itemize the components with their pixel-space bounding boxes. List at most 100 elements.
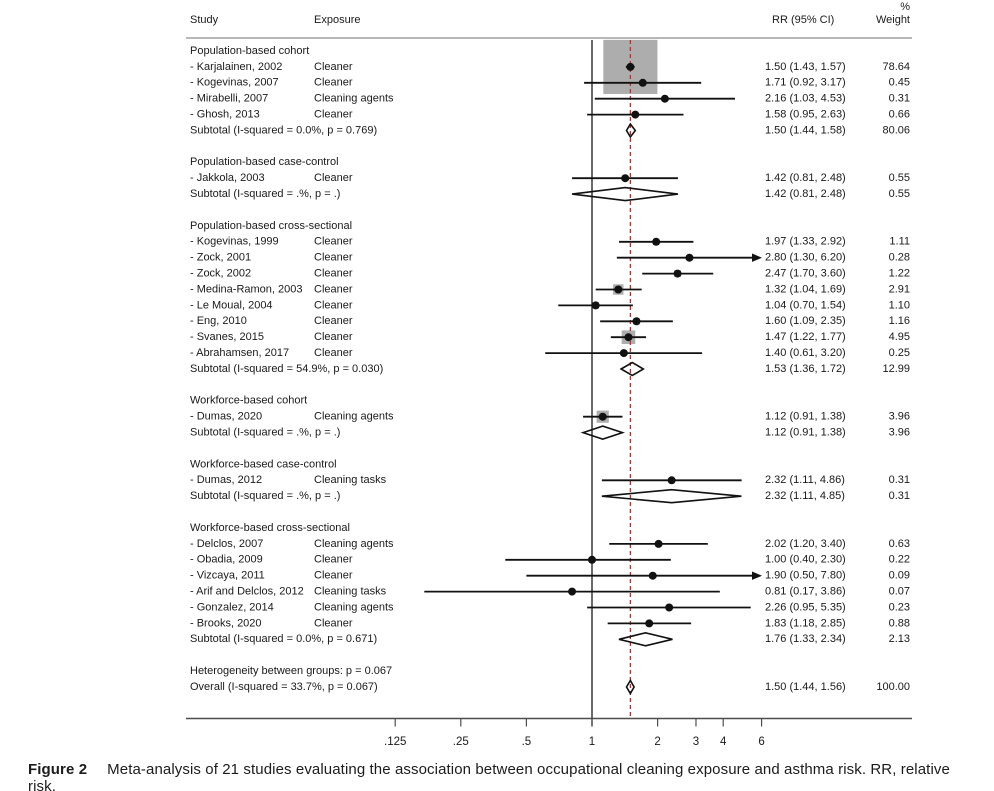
rr-ci-value: 1.97 (1.33, 2.92) — [765, 236, 846, 248]
study-label: - Karjalainen, 2002 — [190, 61, 282, 73]
point-estimate — [673, 269, 682, 278]
group-label: Population-based cohort — [190, 45, 309, 57]
weight-value: 1.16 — [889, 315, 910, 327]
rr-ci-value: 1.12 (0.91, 1.38) — [765, 411, 846, 423]
point-estimate — [685, 253, 694, 262]
group-label: Workforce-based cohort — [190, 395, 307, 407]
rr-ci-value: 1.58 (0.95, 2.63) — [765, 109, 846, 121]
column-header-weight: Weight — [876, 14, 910, 26]
group-label: Workforce-based case-control — [190, 458, 337, 470]
study-label: - Dumas, 2012 — [190, 474, 262, 486]
subtotal-label: Subtotal (I-squared = .%, p = .) — [190, 427, 340, 439]
rr-ci-value: 1.42 (0.81, 2.48) — [765, 188, 846, 200]
weight-value: 0.55 — [889, 172, 910, 184]
exposure-label: Cleaner — [314, 77, 353, 89]
column-header-rr-ci: RR (95% CI) — [772, 14, 834, 26]
rr-ci-value: 1.60 (1.09, 2.35) — [765, 315, 846, 327]
exposure-label: Cleaner — [314, 283, 353, 295]
rr-ci-value: 1.76 (1.33, 2.34) — [765, 633, 846, 645]
rr-ci-value: 1.42 (0.81, 2.48) — [765, 172, 846, 184]
subtotal-label: Subtotal (I-squared = .%, p = .) — [190, 188, 340, 200]
rr-ci-value: 2.26 (0.95, 5.35) — [765, 601, 846, 613]
study-label: - Svanes, 2015 — [190, 331, 264, 343]
rr-ci-value: 2.32 (1.11, 4.86) — [765, 474, 845, 486]
study-label: - Kogevinas, 2007 — [190, 77, 279, 89]
point-estimate — [652, 237, 661, 246]
subtotal-label: Subtotal (I-squared = 54.9%, p = 0.030) — [190, 363, 383, 375]
weight-value: 0.66 — [889, 109, 910, 121]
ci-arrow — [752, 571, 762, 580]
exposure-label: Cleaning tasks — [314, 474, 387, 486]
rr-ci-value: 1.50 (1.43, 1.57) — [765, 61, 846, 73]
point-estimate — [621, 174, 630, 183]
point-estimate — [660, 94, 669, 103]
exposure-label: Cleaner — [314, 172, 353, 184]
point-estimate — [614, 285, 623, 294]
exposure-label: Cleaner — [314, 252, 353, 264]
weight-value: 4.95 — [889, 331, 910, 343]
study-label: - Jakkola, 2003 — [190, 172, 265, 184]
point-estimate — [626, 62, 635, 71]
exposure-label: Cleaner — [314, 617, 353, 629]
figure-caption-label: Figure 2 — [28, 761, 88, 778]
subtotal-diamond — [618, 631, 673, 647]
study-label: - Kogevinas, 1999 — [190, 236, 279, 248]
weight-value: 12.99 — [882, 363, 910, 375]
weight-value: 0.63 — [889, 538, 910, 550]
rr-ci-value: 1.40 (0.61, 3.20) — [765, 347, 846, 359]
exposure-label: Cleaner — [314, 61, 353, 73]
weight-value: 0.28 — [889, 252, 910, 264]
weight-value: 0.31 — [889, 490, 910, 502]
subtotal-label: Subtotal (I-squared = .%, p = .) — [190, 490, 340, 502]
exposure-label: Cleaner — [314, 554, 353, 566]
weight-value: 0.22 — [889, 554, 910, 566]
point-estimate — [591, 301, 600, 310]
weight-value: 1.11 — [889, 236, 910, 248]
rr-ci-value: 1.90 (0.50, 7.80) — [765, 570, 846, 582]
axis-tick-label: 1 — [589, 736, 595, 748]
exposure-label: Cleaner — [314, 331, 353, 343]
weight-value: 2.91 — [889, 283, 910, 295]
study-label: - Brooks, 2020 — [190, 617, 262, 629]
forest-plot: Study Exposure RR (95% CI)%Weight Populatio… — [186, 1, 912, 748]
study-label: - Dumas, 2020 — [190, 411, 262, 423]
rr-ci-value: 1.71 (0.92, 3.17) — [765, 77, 846, 89]
study-label: - Ghosh, 2013 — [190, 109, 260, 121]
exposure-label: Cleaning agents — [314, 93, 394, 105]
rr-ci-value: 1.50 (1.44, 1.56) — [765, 681, 846, 693]
study-label: - Vizcaya, 2011 — [190, 570, 265, 582]
weight-value: 0.25 — [889, 347, 910, 359]
rr-ci-value: 2.32 (1.11, 4.85) — [765, 490, 845, 502]
weight-value: 1.10 — [889, 299, 910, 311]
axis-tick-label: 4 — [720, 736, 727, 748]
heterogeneity-note: Heterogeneity between groups: p = 0.067 — [190, 665, 392, 677]
axis-tick-label: .5 — [522, 736, 532, 748]
exposure-label: Cleaning agents — [314, 601, 394, 613]
weight-value: 0.23 — [889, 601, 910, 613]
point-estimate — [568, 587, 577, 596]
rr-ci-value: 2.16 (1.03, 4.53) — [765, 93, 846, 105]
point-estimate — [665, 603, 674, 612]
point-estimate — [632, 317, 641, 326]
rr-ci-value: 1.53 (1.36, 1.72) — [765, 363, 846, 375]
subtotal-label: Subtotal (I-squared = 0.0%, p = 0.671) — [190, 633, 377, 645]
figure-caption: Figure 2 Meta-analysis of 21 studies eval… — [28, 761, 978, 791]
overall-label: Overall (I-squared = 33.7%, p = 0.067) — [190, 681, 378, 693]
point-estimate — [631, 110, 640, 119]
rr-ci-value: 2.02 (1.20, 3.40) — [765, 538, 846, 550]
weight-value: 1.22 — [889, 268, 910, 280]
study-label: - Zock, 2002 — [190, 268, 251, 280]
study-label: - Medina-Ramon, 2003 — [190, 283, 303, 295]
study-label: - Arif and Delclos, 2012 — [190, 586, 304, 598]
study-label: - Delclos, 2007 — [190, 538, 263, 550]
weight-value: 2.13 — [889, 633, 910, 645]
weight-value: 78.64 — [882, 61, 910, 73]
point-estimate — [654, 539, 663, 548]
subtotal-diamond — [580, 425, 626, 440]
weight-value: 0.55 — [889, 188, 910, 200]
point-estimate — [648, 571, 657, 580]
rr-ci-value: 1.12 (0.91, 1.38) — [765, 427, 846, 439]
column-header-exposure: Exposure — [314, 14, 360, 26]
axis-tick-label: 6 — [758, 736, 764, 748]
